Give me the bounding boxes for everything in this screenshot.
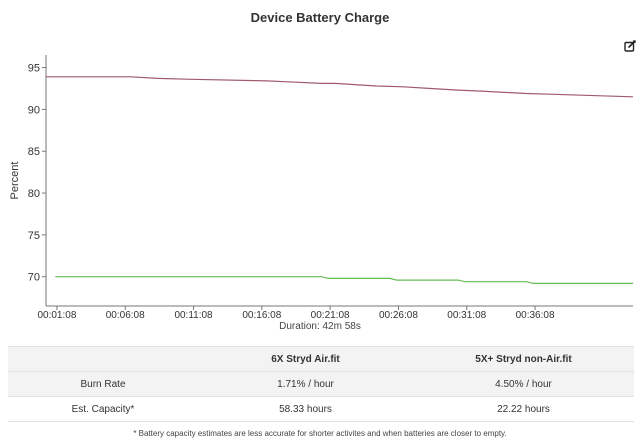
y-tick-label: 70 [28,272,40,284]
battery-chart: 70 75 80 85 90 95 00:01:08 00:06:08 00:11:08 00:1… [9,55,634,320]
table-header-cell: 5X+ Stryd non-Air.fit [413,346,634,372]
x-tick-label: 00:21:08 [311,310,350,320]
x-tick-label: 00:26:08 [379,310,418,320]
footnote: * Battery capacity estimates are less ac… [133,429,507,438]
table-header-cell: 6X Stryd Air.fit [198,346,413,372]
table-cell: 58.33 hours [198,396,413,422]
table-cell: Burn Rate [8,371,198,397]
battery-stats-table: 6X Stryd Air.fit 5X+ Stryd non-Air.fit B… [8,346,634,422]
y-tick-label: 85 [28,146,40,158]
table-header-cell [8,346,198,372]
series-line-1 [46,76,634,98]
table-cell: Est. Capacity* [8,396,198,422]
table-row: Est. Capacity* 58.33 hours 22.22 hours [8,396,634,422]
table-cell: 4.50% / hour [413,371,634,397]
table-header-row: 6X Stryd Air.fit 5X+ Stryd non-Air.fit [8,346,634,372]
y-tick-label: 80 [28,188,40,200]
series-line-2 [55,276,633,284]
y-tick-label: 75 [28,230,40,242]
x-tick-label: 00:16:08 [242,310,281,320]
x-tick-label: 00:01:08 [37,310,76,320]
edit-square-icon[interactable] [623,39,637,53]
table-cell: 1.71% / hour [198,371,413,397]
table-row: Burn Rate 1.71% / hour 4.50% / hour [8,371,634,397]
y-tick-label: 90 [28,104,40,116]
x-tick-label: 00:36:08 [516,310,555,320]
table-cell: 22.22 hours [413,396,634,422]
x-axis-label: Duration: 42m 58s [279,321,361,332]
y-tick-label: 95 [28,63,40,75]
y-axis-label: Percent [9,162,21,200]
chart-title: Device Battery Charge [250,10,390,25]
x-tick-label: 00:31:08 [447,310,486,320]
x-tick-label: 00:06:08 [106,310,145,320]
x-tick-label: 00:11:08 [174,310,213,320]
